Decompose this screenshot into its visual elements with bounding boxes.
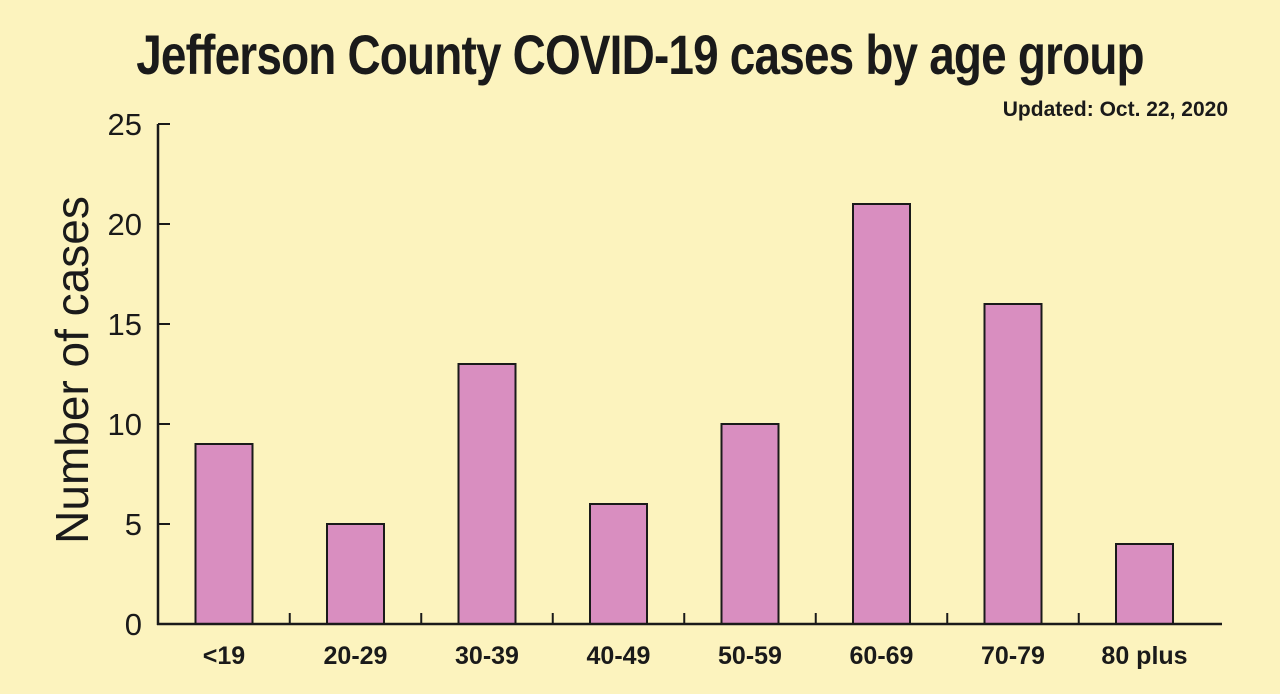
y-tick-label: 0 (125, 607, 142, 642)
x-tick-label: 30-39 (455, 642, 519, 670)
bar-20-29 (326, 523, 385, 625)
x-tick-label: <19 (203, 642, 245, 670)
x-tick-label: 60-69 (850, 642, 914, 670)
y-tick-label: 10 (108, 407, 142, 442)
bar-80 plus (1115, 543, 1174, 625)
bar-<19 (194, 443, 254, 625)
bar-50-59 (720, 423, 780, 625)
y-tick-label: 15 (108, 307, 142, 342)
bar-30-39 (457, 363, 517, 625)
bar-60-69 (852, 203, 911, 625)
y-tick-label: 5 (125, 507, 142, 542)
x-tick-label: 80 plus (1101, 642, 1187, 670)
bar-40-49 (589, 503, 648, 625)
bar-70-79 (983, 303, 1043, 625)
x-tick-label: 40-49 (587, 642, 651, 670)
x-tick-label: 20-29 (324, 642, 388, 670)
chart-subtitle: Updated: Oct. 22, 2020 (1002, 98, 1228, 121)
chart-title: Jefferson County COVID-19 cases by age g… (136, 23, 1144, 86)
y-tick-label: 25 (108, 107, 142, 142)
x-tick-label: 50-59 (718, 642, 782, 670)
x-tick-label: 70-79 (981, 642, 1045, 670)
y-tick-label: 20 (108, 207, 142, 242)
y-axis-label: Number of cases (46, 196, 98, 544)
